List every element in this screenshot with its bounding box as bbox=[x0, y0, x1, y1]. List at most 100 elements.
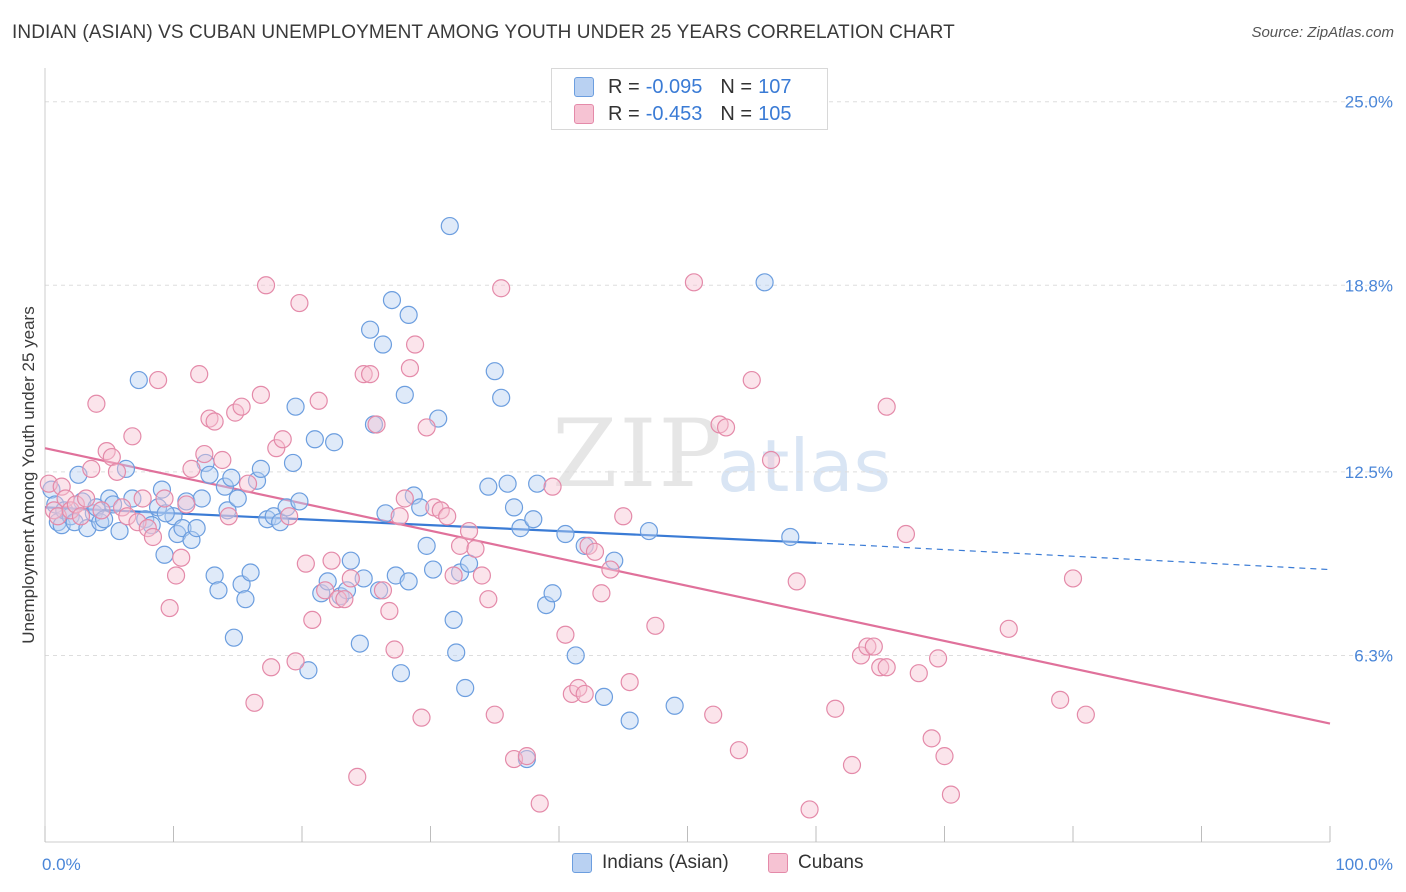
point-cuban bbox=[267, 439, 286, 458]
point-cuban bbox=[922, 729, 941, 748]
point-cuban bbox=[928, 649, 948, 668]
point-cuban bbox=[864, 637, 883, 656]
point-indian bbox=[370, 581, 389, 600]
point-indian bbox=[781, 527, 800, 547]
point-indian bbox=[215, 477, 234, 496]
point-cuban bbox=[219, 507, 238, 526]
chart-title: INDIAN (ASIAN) VS CUBAN UNEMPLOYMENT AMO… bbox=[12, 22, 955, 43]
point-cuban bbox=[373, 581, 393, 600]
point-indian bbox=[594, 687, 614, 706]
point-cuban bbox=[450, 536, 470, 555]
point-indian bbox=[286, 397, 305, 416]
point-indian bbox=[537, 596, 556, 615]
point-cuban bbox=[479, 590, 498, 609]
point-cuban bbox=[97, 442, 116, 461]
trend-lines bbox=[44, 447, 1331, 725]
x-tick-label: 100.0% bbox=[1335, 855, 1393, 874]
point-cuban bbox=[485, 705, 504, 724]
point-cuban bbox=[251, 385, 270, 404]
point-cuban bbox=[556, 625, 575, 644]
point-indian bbox=[209, 581, 228, 600]
point-cuban bbox=[238, 474, 258, 493]
point-cuban bbox=[82, 459, 101, 478]
point-indian bbox=[399, 305, 418, 324]
trend-line-indians-extension bbox=[815, 542, 1331, 571]
point-indian bbox=[325, 433, 344, 452]
point-cuban bbox=[290, 293, 309, 313]
point-cuban bbox=[56, 489, 75, 508]
point-cuban bbox=[742, 370, 761, 390]
point-cuban bbox=[1051, 690, 1070, 709]
legend-r-label: R = bbox=[608, 75, 640, 98]
series-indians-asian bbox=[42, 216, 800, 769]
point-indian bbox=[566, 646, 585, 665]
point-cuban bbox=[472, 566, 491, 585]
point-cuban bbox=[614, 507, 633, 526]
point-cuban bbox=[61, 501, 80, 520]
point-cuban bbox=[417, 418, 436, 437]
point-indian bbox=[228, 489, 247, 508]
legend-r-value: -0.453 bbox=[645, 102, 703, 125]
bottom-legend-indians: Indians (Asian) bbox=[572, 852, 729, 874]
legend-r-label: R = bbox=[608, 102, 640, 125]
trend-line-cubans bbox=[44, 447, 1331, 725]
point-cuban bbox=[87, 394, 106, 413]
point-cuban bbox=[262, 658, 281, 677]
legend-n-label: N = bbox=[720, 75, 753, 98]
point-cuban bbox=[999, 619, 1018, 638]
point-cuban bbox=[800, 800, 819, 819]
y-axis-title: Unemployment Among Youth under 25 years bbox=[19, 306, 38, 643]
legend-n-value: 105 bbox=[758, 102, 792, 125]
point-indian bbox=[399, 572, 418, 591]
point-cuban bbox=[585, 542, 605, 561]
point-cuban bbox=[543, 477, 562, 496]
point-cuban bbox=[245, 693, 264, 712]
point-indian bbox=[395, 385, 414, 404]
point-cuban bbox=[361, 365, 380, 384]
point-cuban bbox=[160, 598, 179, 618]
point-indian bbox=[411, 498, 430, 517]
point-cuban bbox=[286, 652, 305, 671]
point-cuban bbox=[592, 584, 611, 603]
point-cuban bbox=[400, 359, 420, 378]
point-cuban bbox=[177, 495, 196, 514]
legend-n-value: 107 bbox=[758, 75, 792, 98]
point-cuban bbox=[444, 566, 463, 585]
y-tick-label: 25.0% bbox=[1345, 93, 1393, 112]
point-cuban bbox=[335, 590, 354, 609]
point-cuban bbox=[530, 794, 549, 813]
point-indian bbox=[222, 468, 241, 487]
point-cuban bbox=[256, 276, 276, 295]
point-cuban bbox=[273, 430, 292, 449]
legend-swatch-pink bbox=[574, 104, 594, 124]
point-cuban bbox=[155, 489, 174, 508]
point-indian bbox=[361, 320, 380, 339]
point-indian bbox=[444, 610, 463, 630]
point-cuban bbox=[296, 554, 315, 573]
point-indian bbox=[305, 430, 324, 449]
x-tick-label: 0.0% bbox=[42, 855, 81, 874]
point-indian bbox=[155, 545, 174, 564]
point-cuban bbox=[280, 507, 299, 526]
bottom-legend-label: Indians (Asian) bbox=[602, 852, 729, 873]
point-cuban bbox=[459, 521, 479, 541]
point-indian bbox=[290, 492, 309, 511]
point-indian bbox=[129, 370, 148, 390]
point-indian bbox=[251, 459, 270, 478]
point-indian bbox=[110, 521, 129, 541]
bottom-legend-cubans: Cubans bbox=[768, 852, 864, 874]
point-cuban bbox=[128, 513, 147, 532]
point-cuban bbox=[195, 444, 214, 464]
point-cuban bbox=[52, 477, 71, 496]
point-indian bbox=[492, 388, 511, 407]
point-indian bbox=[440, 216, 459, 236]
point-cuban bbox=[380, 601, 399, 621]
watermark-atlas: atlas bbox=[717, 424, 891, 508]
point-cuban bbox=[909, 664, 928, 683]
point-indian bbox=[620, 711, 639, 730]
legend-swatch-blue bbox=[574, 77, 594, 97]
point-indian bbox=[382, 290, 402, 310]
point-indian bbox=[504, 498, 524, 517]
point-indian bbox=[755, 273, 774, 292]
